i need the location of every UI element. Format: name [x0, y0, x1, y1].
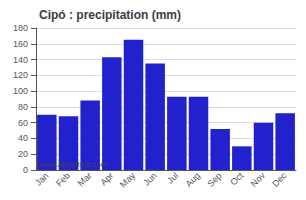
svg-text:Mar: Mar	[76, 170, 94, 188]
svg-text:Jan: Jan	[33, 170, 50, 187]
svg-text:100: 100	[13, 86, 28, 96]
svg-text:Cipó : precipitation (mm): Cipó : precipitation (mm)	[39, 8, 181, 22]
svg-text:180: 180	[13, 23, 28, 33]
svg-text:80: 80	[18, 102, 28, 112]
svg-text:May: May	[118, 170, 137, 189]
svg-text:Dec: Dec	[270, 170, 289, 189]
svg-text:60: 60	[18, 118, 28, 128]
svg-text:Sep: Sep	[205, 170, 223, 188]
svg-text:www.allmetsat.com: www.allmetsat.com	[38, 160, 108, 169]
svg-text:120: 120	[13, 70, 28, 80]
svg-text:20: 20	[18, 149, 28, 159]
svg-text:Jul: Jul	[165, 170, 180, 185]
svg-text:40: 40	[18, 133, 28, 143]
svg-text:140: 140	[13, 55, 28, 65]
svg-text:160: 160	[13, 39, 28, 49]
svg-text:Jun: Jun	[141, 170, 158, 187]
svg-text:Nov: Nov	[249, 170, 268, 189]
svg-text:Aug: Aug	[184, 170, 202, 188]
svg-text:Oct: Oct	[228, 170, 245, 187]
svg-text:0: 0	[23, 165, 28, 175]
svg-text:Feb: Feb	[54, 170, 72, 188]
svg-text:Apr: Apr	[98, 170, 115, 187]
